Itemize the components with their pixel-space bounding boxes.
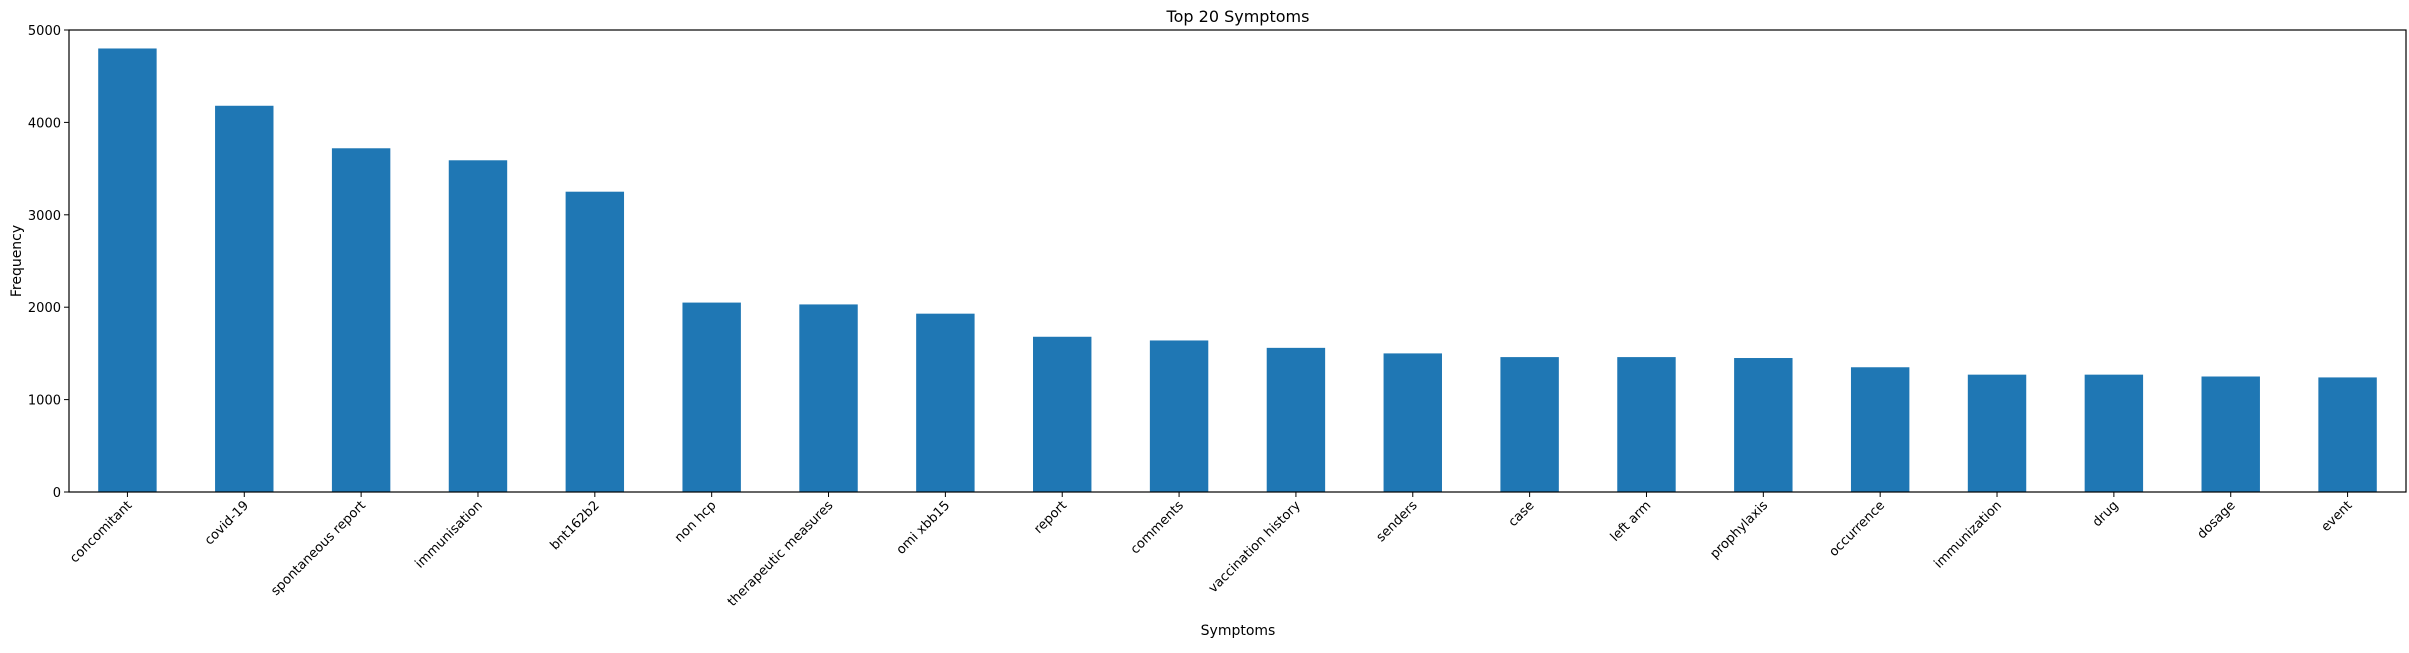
bar <box>2201 376 2260 492</box>
x-axis-ticks: concomitant covid-19 spontaneous report imm… <box>67 492 2355 610</box>
x-tick-label: covid-19 <box>202 498 252 548</box>
bar <box>2318 377 2377 492</box>
x-tick-label: vaccination history <box>1206 498 1304 596</box>
bar <box>1033 336 1092 492</box>
bar <box>682 302 741 492</box>
bar <box>1617 357 1676 492</box>
bar <box>1967 374 2027 492</box>
bar <box>331 148 391 492</box>
y-tick-label: 5000 <box>28 24 61 39</box>
y-tick-label: 2000 <box>28 301 61 316</box>
bar <box>1149 340 1209 492</box>
bar <box>565 191 625 492</box>
y-tick-label: 0 <box>53 486 61 501</box>
bar <box>1850 367 1910 492</box>
x-tick-label: case <box>1506 498 1538 530</box>
bar <box>1383 353 1442 492</box>
x-tick-label: concomitant <box>67 498 135 566</box>
bar <box>2084 374 2144 492</box>
x-tick-label: report <box>1031 498 1070 537</box>
plot-frame <box>68 29 2407 493</box>
bars-group <box>98 48 2377 492</box>
x-tick-label: prophylaxis <box>1707 498 1771 562</box>
bar <box>98 48 157 492</box>
y-tick-label: 3000 <box>28 209 61 224</box>
bar <box>1266 347 1326 492</box>
x-axis-label: Symptoms <box>1201 623 1276 639</box>
y-axis-ticks: 0 1000 2000 3000 4000 5000 <box>28 24 69 501</box>
x-tick-label: omi xbb15 <box>894 498 953 557</box>
bar <box>215 105 274 492</box>
x-tick-label: bnt162b2 <box>548 498 603 553</box>
bar <box>1500 357 1559 492</box>
y-axis-label: Frequency <box>9 225 25 297</box>
y-tick-label: 4000 <box>28 116 61 131</box>
x-tick-label: immunisation <box>412 498 485 571</box>
x-tick-label: dosage <box>2195 498 2239 542</box>
x-tick-label: occurrence <box>1826 498 1888 560</box>
bar <box>1734 358 1793 492</box>
x-tick-label: therapeutic measures <box>725 498 837 610</box>
x-tick-label: left arm <box>1608 498 1655 545</box>
x-tick-label: senders <box>1374 498 1421 545</box>
y-tick-label: 1000 <box>28 394 61 409</box>
x-tick-label: spontaneous report <box>268 498 369 599</box>
x-tick-label: drug <box>2090 498 2122 530</box>
x-tick-label: event <box>2319 498 2356 535</box>
x-tick-label: immunization <box>1932 498 2005 571</box>
bar <box>916 313 975 492</box>
x-tick-label: non hcp <box>672 498 720 546</box>
bar <box>448 160 508 492</box>
x-tick-label: comments <box>1128 498 1187 557</box>
chart-title: Top 20 Symptoms <box>1166 7 1310 26</box>
bar <box>799 304 858 492</box>
